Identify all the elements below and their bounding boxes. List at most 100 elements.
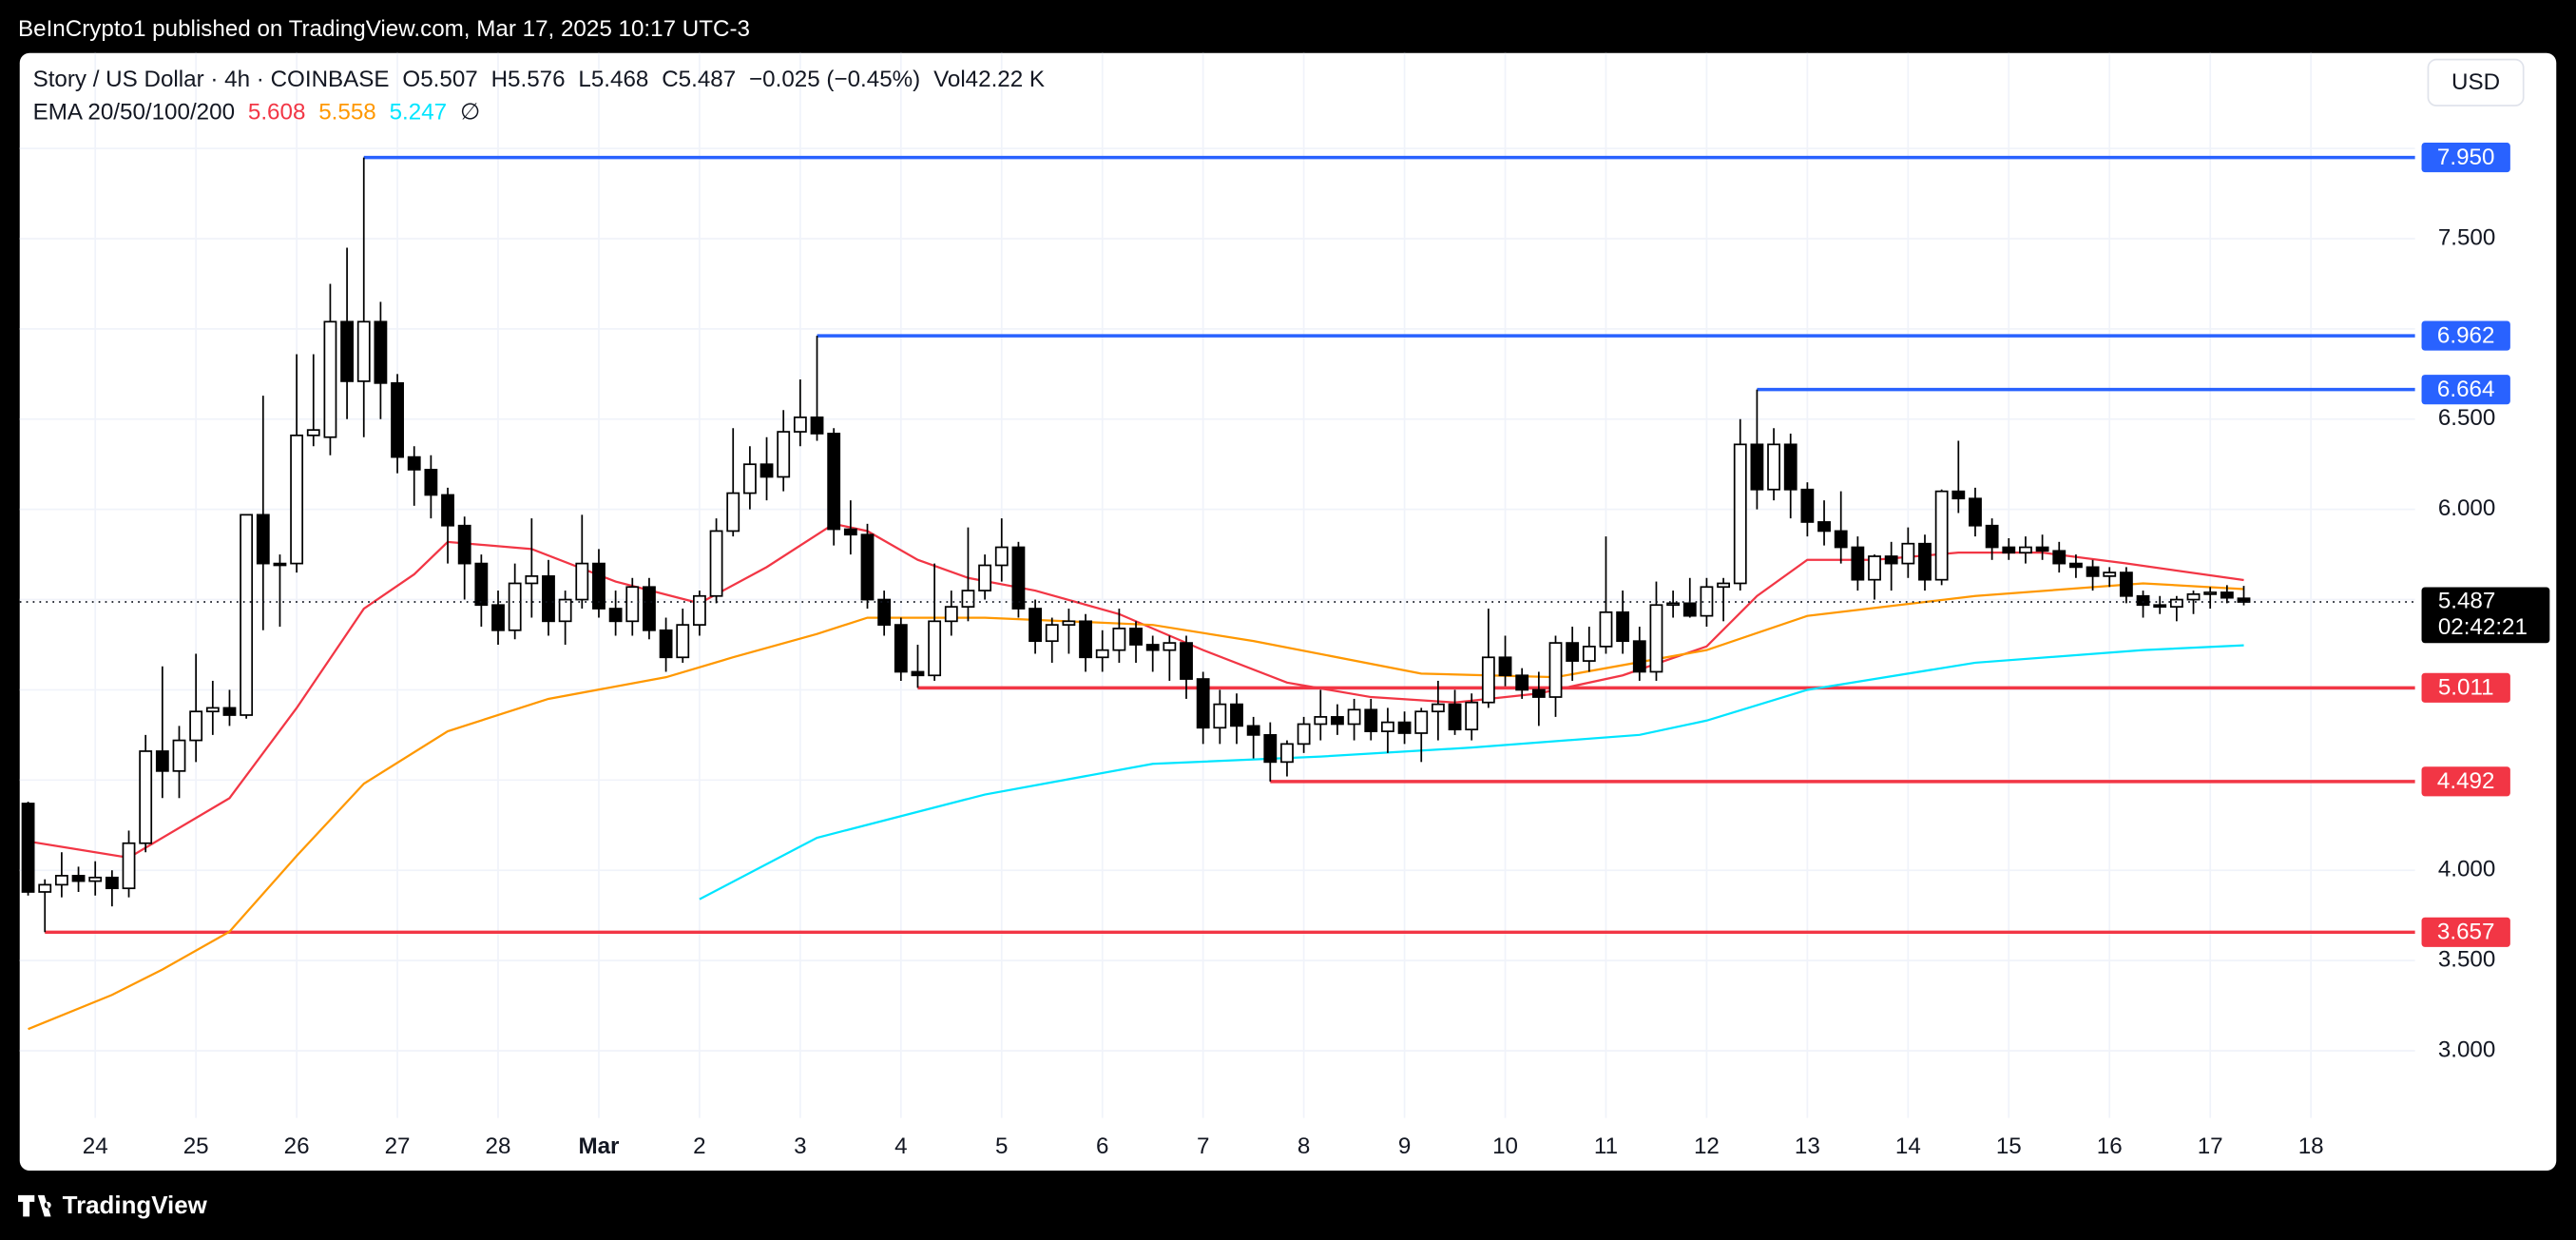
x-tick-label: 11 [1594, 1133, 1618, 1159]
candle-body [2119, 572, 2133, 597]
candle-body [1515, 674, 1529, 691]
ohlc-value: −0.025 (−0.45%) [749, 68, 920, 93]
x-tick-label: 14 [1895, 1133, 1921, 1159]
candle-body [1934, 490, 1949, 581]
candle-body [105, 876, 119, 890]
currency-label[interactable]: USD [2451, 69, 2500, 95]
candle-body [21, 803, 35, 893]
candle-body [1985, 524, 1999, 549]
x-tick-label: 3 [794, 1133, 806, 1159]
ema-title: EMA 20/50/100/200 [33, 100, 235, 126]
ema-value: 5.558 [318, 100, 376, 126]
ohlc-value: Vol42.22 K [933, 68, 1045, 93]
candle-body [2237, 597, 2251, 603]
y-tick-label: 7.500 [2438, 224, 2496, 250]
candle-body [978, 564, 992, 591]
x-tick-label: 26 [284, 1133, 310, 1159]
x-tick-label: 2 [693, 1133, 705, 1159]
x-tick-label: 18 [2298, 1133, 2324, 1159]
x-tick-label: 9 [1398, 1133, 1411, 1159]
ema-legend: EMA 20/50/100/200 5.608 5.558 5.247 ∅ [33, 100, 480, 126]
x-tick-label: 10 [1492, 1133, 1518, 1159]
candle-body [643, 586, 656, 631]
candle-body [1969, 497, 1982, 527]
tradingview-logo: TradingView [18, 1192, 208, 1219]
candle-body [877, 598, 892, 626]
x-tick-label: 4 [894, 1133, 907, 1159]
candle-body [1145, 644, 1160, 651]
y-tick-label: 6.500 [2438, 405, 2496, 431]
candle-body [1431, 703, 1445, 713]
candle-body [1700, 586, 1714, 617]
candle-body [88, 876, 103, 882]
candle-body [2069, 562, 2083, 569]
last-price-label: 5.487 [2438, 588, 2496, 613]
candle-body [1095, 649, 1109, 659]
ohlc-value: O5.507 [402, 68, 477, 93]
footer-brand: TradingView [63, 1192, 208, 1219]
candle-body [2169, 598, 2183, 609]
candle-body [222, 707, 237, 716]
candle-body [1733, 443, 1747, 585]
candle-body [340, 320, 354, 382]
candle-body [2052, 550, 2067, 565]
ema-value: 5.608 [248, 100, 306, 126]
candle-body [525, 575, 539, 585]
x-tick-label: 6 [1096, 1133, 1108, 1159]
level-badge [2421, 766, 2510, 797]
x-tick-label: 12 [1694, 1133, 1720, 1159]
candle-body [2086, 566, 2100, 577]
candle-body [71, 875, 86, 882]
candle-body [1951, 490, 1966, 500]
candle-body [205, 707, 220, 713]
countdown-label: 02:42:21 [2438, 614, 2528, 640]
candle-body [810, 417, 824, 435]
candle-body [961, 590, 975, 609]
x-tick-label: 7 [1197, 1133, 1209, 1159]
candle-body [1448, 703, 1462, 731]
candle-body [1666, 602, 1681, 607]
level-label: 5.011 [2438, 675, 2494, 701]
candle-body [793, 417, 807, 433]
candle-body [1397, 721, 1412, 734]
candle-body [2103, 572, 2117, 577]
candle-body [994, 546, 1009, 567]
candle-body [323, 320, 337, 438]
symbol-title: Story / US Dollar · 4h · COINBASE [33, 68, 390, 93]
x-tick-label: 25 [183, 1133, 209, 1159]
candle-body [155, 750, 169, 772]
candle-body [1045, 624, 1059, 643]
candle-body [608, 608, 623, 623]
candle-body [575, 562, 589, 601]
candle-body [777, 431, 791, 478]
candle-body [542, 575, 555, 623]
candle-body [1062, 620, 1076, 626]
candle-body [1767, 443, 1780, 491]
candle-body [1682, 602, 1697, 617]
candle-body [1263, 734, 1278, 764]
candle-body [944, 606, 958, 623]
candle-body [1817, 521, 1831, 533]
candle-body [1079, 620, 1092, 659]
candle-body [1566, 642, 1580, 662]
candle-body [457, 524, 471, 565]
candle-body [1481, 656, 1495, 704]
candle-body [1851, 546, 1865, 581]
y-tick-label: 4.000 [2438, 857, 2496, 882]
candle-body [256, 513, 270, 565]
candle-body [1280, 743, 1294, 764]
y-tick-label: 3.000 [2438, 1037, 2496, 1062]
candle-body [1901, 542, 1915, 565]
x-tick-label: 17 [2198, 1133, 2223, 1159]
candle-body [1112, 628, 1126, 651]
candle-body [139, 750, 153, 844]
candle-body [759, 463, 774, 478]
candle-body [54, 875, 68, 886]
currency-button[interactable] [2427, 58, 2525, 107]
level-label: 6.664 [2437, 377, 2495, 402]
level-badge [2421, 672, 2510, 703]
candle-body [592, 562, 606, 610]
candle-body [1347, 708, 1361, 726]
